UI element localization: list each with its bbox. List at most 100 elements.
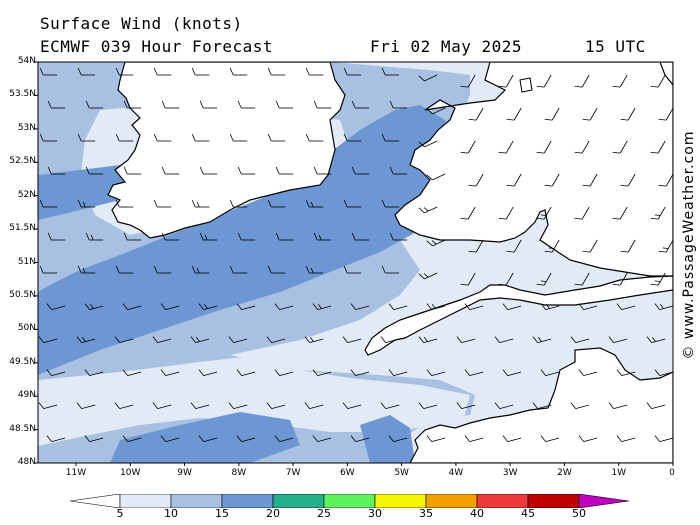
colorbar-swatch xyxy=(119,494,172,508)
wind-barb xyxy=(76,402,96,410)
wind-barb xyxy=(39,199,58,208)
credit-watermark: © www.PassageWeather.com xyxy=(678,90,700,400)
wind-barb xyxy=(464,435,484,443)
wind-barb xyxy=(351,166,370,175)
wind-barb xyxy=(460,140,476,154)
colorbar-swatch xyxy=(425,494,478,508)
wind-barb xyxy=(236,303,256,311)
wind-barb xyxy=(266,402,286,410)
wind-barb xyxy=(498,74,514,88)
wind-barb xyxy=(608,402,628,410)
forecast-info: ECMWF 039 Hour Forecast Fri 02 May 2025 … xyxy=(40,37,670,113)
wind-barb xyxy=(389,166,408,175)
wind-band-15-20-south xyxy=(110,412,300,463)
wind-barb xyxy=(305,265,324,274)
wind-barb xyxy=(123,232,142,241)
wind-barb xyxy=(388,435,408,443)
wind-barb xyxy=(536,272,552,286)
wind-barb xyxy=(305,133,324,142)
lat-label: 53.5N xyxy=(9,89,36,100)
wind-barb xyxy=(267,133,286,142)
wind-barb xyxy=(343,265,362,274)
lat-label: 50.5N xyxy=(9,289,36,300)
wind-barb xyxy=(506,239,522,253)
wind-barb xyxy=(608,336,628,344)
wind-barb xyxy=(229,67,248,76)
wind-barb xyxy=(122,303,142,311)
wind-barb xyxy=(267,67,286,76)
wind-barb xyxy=(418,402,438,410)
colorbar-label: 45 xyxy=(521,507,535,520)
wind-barb xyxy=(426,107,446,115)
lat-label: 51.5N xyxy=(9,223,36,234)
wind-barb xyxy=(654,369,673,377)
wind-barb xyxy=(418,272,438,280)
wind-barb xyxy=(544,107,560,121)
wind-barb xyxy=(312,303,332,311)
wind-barb xyxy=(305,199,324,208)
wind-barb xyxy=(267,199,286,208)
colorbar-max-arrow xyxy=(578,494,630,508)
wind-barb xyxy=(532,402,552,410)
wind-barb xyxy=(47,166,66,175)
wind-barb xyxy=(426,435,446,443)
lon-label: 3W xyxy=(502,468,518,478)
lat-label: 54N xyxy=(17,56,36,66)
wind-barb xyxy=(237,232,256,241)
wind-barb xyxy=(350,435,370,443)
wind-barb xyxy=(199,166,218,175)
land-brittany xyxy=(409,347,673,463)
wind-barb xyxy=(381,67,400,76)
wind-barb xyxy=(77,67,96,76)
colorbar-swatch xyxy=(374,494,427,508)
wind-barb xyxy=(620,107,636,121)
wind-barb xyxy=(646,402,666,410)
wind-barb xyxy=(574,74,590,88)
wind-barb xyxy=(84,369,104,377)
wind-barb xyxy=(46,303,66,311)
wind-barb xyxy=(582,107,598,121)
colorbar xyxy=(70,494,630,508)
wind-barb xyxy=(380,402,400,410)
colorbar-swatch xyxy=(272,494,325,508)
wind-barb xyxy=(312,435,332,443)
land-scotland-tip xyxy=(659,62,673,86)
land-ireland xyxy=(107,62,346,239)
wind-barb xyxy=(123,100,142,109)
wind-barb xyxy=(658,239,673,253)
wind-barb xyxy=(237,100,256,109)
wind-barb xyxy=(198,303,218,311)
wind-barb xyxy=(460,272,476,286)
lat-label: 48.5N xyxy=(9,423,36,434)
wind-barb xyxy=(153,199,172,208)
wind-barb xyxy=(418,140,438,148)
model-run: ECMWF 039 Hour Forecast xyxy=(40,37,274,56)
lat-label: 49N xyxy=(17,390,36,401)
wind-barb xyxy=(161,100,180,109)
lon-label: 8W xyxy=(231,468,247,478)
wind-barb xyxy=(191,67,210,76)
wind-barb xyxy=(418,336,438,344)
wind-barb xyxy=(350,303,370,311)
wind-barb xyxy=(313,232,332,241)
wind-barb xyxy=(47,100,66,109)
wind-barb xyxy=(544,173,560,187)
lon-label: 10W xyxy=(120,468,141,478)
wind-barb xyxy=(540,303,560,311)
wind-barb xyxy=(582,239,598,253)
wind-barb xyxy=(77,199,96,208)
wind-barb xyxy=(381,265,400,274)
wind-barb xyxy=(274,435,294,443)
wind-barb xyxy=(578,435,598,443)
wind-barb xyxy=(236,435,256,443)
wind-barbs xyxy=(38,67,673,443)
wind-barb xyxy=(616,303,636,311)
wind-barb xyxy=(153,133,172,142)
wind-barb xyxy=(536,140,552,154)
wind-barb xyxy=(46,369,66,377)
lon-label: 1W xyxy=(611,468,627,478)
wind-barb xyxy=(266,336,286,344)
wind-barb xyxy=(342,336,362,344)
wind-barb xyxy=(343,133,362,142)
